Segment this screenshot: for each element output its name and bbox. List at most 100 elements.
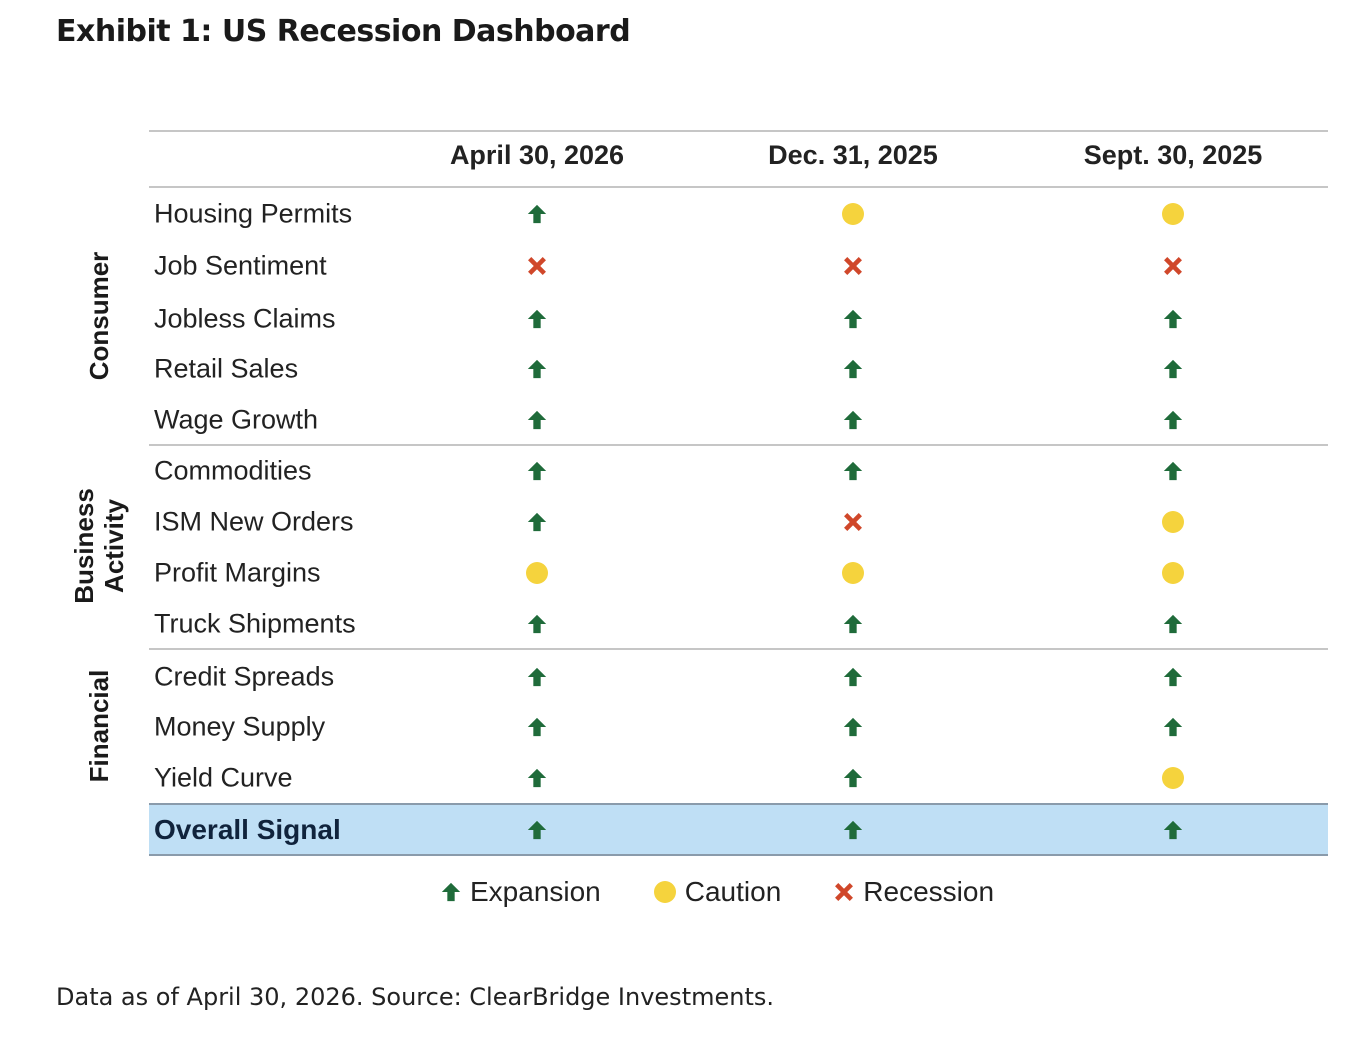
group-label-line: Business xyxy=(69,488,99,604)
up-arrow-icon xyxy=(527,359,547,379)
up-arrow-icon xyxy=(1163,410,1183,430)
signal-cell xyxy=(1160,201,1186,227)
legend-item-recession: Recession xyxy=(833,876,994,908)
signal-cell xyxy=(840,509,866,535)
signal-cell xyxy=(524,306,550,332)
up-arrow-icon xyxy=(1163,717,1183,737)
overall-signal-label: Overall Signal xyxy=(154,814,341,845)
signal-cell xyxy=(1160,765,1186,791)
row-label: Retail Sales xyxy=(154,353,299,384)
signal-cell xyxy=(1160,458,1186,484)
up-arrow-icon xyxy=(1163,309,1183,329)
group-divider xyxy=(149,648,1328,650)
up-arrow-icon xyxy=(843,614,863,634)
up-arrow-icon xyxy=(843,820,863,840)
row-label: Job Sentiment xyxy=(154,250,327,281)
footnote: Data as of April 30, 2026. Source: Clear… xyxy=(56,983,774,1011)
up-arrow-icon xyxy=(527,667,547,687)
up-arrow-icon xyxy=(843,461,863,481)
yellow-dot-icon xyxy=(1162,203,1184,225)
up-arrow-icon xyxy=(843,667,863,687)
signal-cell xyxy=(840,253,866,279)
signal-cell xyxy=(840,458,866,484)
legend-label: Recession xyxy=(863,876,995,907)
up-arrow-icon xyxy=(1163,667,1183,687)
red-x-icon xyxy=(528,257,546,275)
signal-cell xyxy=(524,765,550,791)
up-arrow-icon xyxy=(527,410,547,430)
up-arrow-icon xyxy=(1163,461,1183,481)
signal-cell xyxy=(1160,306,1186,332)
up-arrow-icon xyxy=(527,768,547,788)
overall-signal-cell xyxy=(524,817,550,843)
overall-signal-cell xyxy=(1160,817,1186,843)
column-header-1: April 30, 2026 xyxy=(449,140,625,170)
signal-cell xyxy=(524,714,550,740)
signal-cell xyxy=(524,458,550,484)
group-label-line: Activity xyxy=(99,499,129,593)
red-x-icon xyxy=(844,257,862,275)
up-arrow-icon xyxy=(843,359,863,379)
signal-cell xyxy=(1160,611,1186,637)
up-arrow-icon xyxy=(1163,820,1183,840)
row-label: Commodities xyxy=(154,455,312,486)
yellow-dot-icon xyxy=(1162,767,1184,789)
row-label: Credit Spreads xyxy=(154,661,335,692)
yellow-dot-icon xyxy=(526,562,548,584)
up-arrow-icon xyxy=(843,768,863,788)
signal-cell xyxy=(1160,560,1186,586)
up-arrow-icon xyxy=(527,512,547,532)
signal-cell xyxy=(1160,407,1186,433)
yellow-dot-icon xyxy=(1162,511,1184,533)
signal-cell xyxy=(1160,714,1186,740)
row-label: Jobless Claims xyxy=(154,303,336,334)
row-label: Profit Margins xyxy=(154,557,321,588)
signal-cell xyxy=(840,560,866,586)
signal-cell xyxy=(840,664,866,690)
signal-cell xyxy=(524,407,550,433)
signal-cell xyxy=(524,611,550,637)
group-label-text: Consumer xyxy=(84,251,114,381)
signal-cell xyxy=(840,407,866,433)
up-arrow-icon xyxy=(527,717,547,737)
row-label: Yield Curve xyxy=(154,762,293,793)
yellow-dot-icon xyxy=(842,562,864,584)
signal-cell xyxy=(524,356,550,382)
signal-cell xyxy=(1160,509,1186,535)
up-arrow-icon xyxy=(527,309,547,329)
signal-cell xyxy=(1160,356,1186,382)
signal-cell xyxy=(840,306,866,332)
signal-cell xyxy=(1160,253,1186,279)
page-title: Exhibit 1: US Recession Dashboard xyxy=(56,14,631,49)
signal-cell xyxy=(524,560,550,586)
signal-cell xyxy=(524,664,550,690)
group-divider xyxy=(149,444,1328,446)
column-header-3: Sept. 30, 2025 xyxy=(1083,140,1263,170)
red-x-icon xyxy=(844,513,862,531)
group-label-text: Business Activity xyxy=(69,488,129,604)
signal-cell xyxy=(840,356,866,382)
legend-label: Expansion xyxy=(470,876,601,907)
overall-signal-cell xyxy=(840,817,866,843)
row-label: ISM New Orders xyxy=(154,506,354,537)
legend-label: Caution xyxy=(684,876,782,907)
column-header-2: Dec. 31, 2025 xyxy=(768,140,938,170)
signal-cell xyxy=(524,253,550,279)
red-x-icon xyxy=(835,883,854,901)
signal-cell xyxy=(840,201,866,227)
overall-signal-row xyxy=(149,803,1328,856)
up-arrow-icon xyxy=(527,820,547,840)
signal-cell xyxy=(1160,664,1186,690)
table-top-rule xyxy=(149,130,1328,132)
signal-cell xyxy=(840,611,866,637)
up-arrow-icon xyxy=(1163,614,1183,634)
up-arrow-icon xyxy=(527,614,547,634)
up-arrow-icon xyxy=(843,309,863,329)
up-arrow-icon xyxy=(1163,359,1183,379)
row-label: Housing Permits xyxy=(154,198,353,229)
row-label: Truck Shipments xyxy=(154,608,356,639)
yellow-dot-icon xyxy=(653,881,676,903)
yellow-dot-icon xyxy=(1162,562,1184,584)
up-arrow-icon xyxy=(527,461,547,481)
